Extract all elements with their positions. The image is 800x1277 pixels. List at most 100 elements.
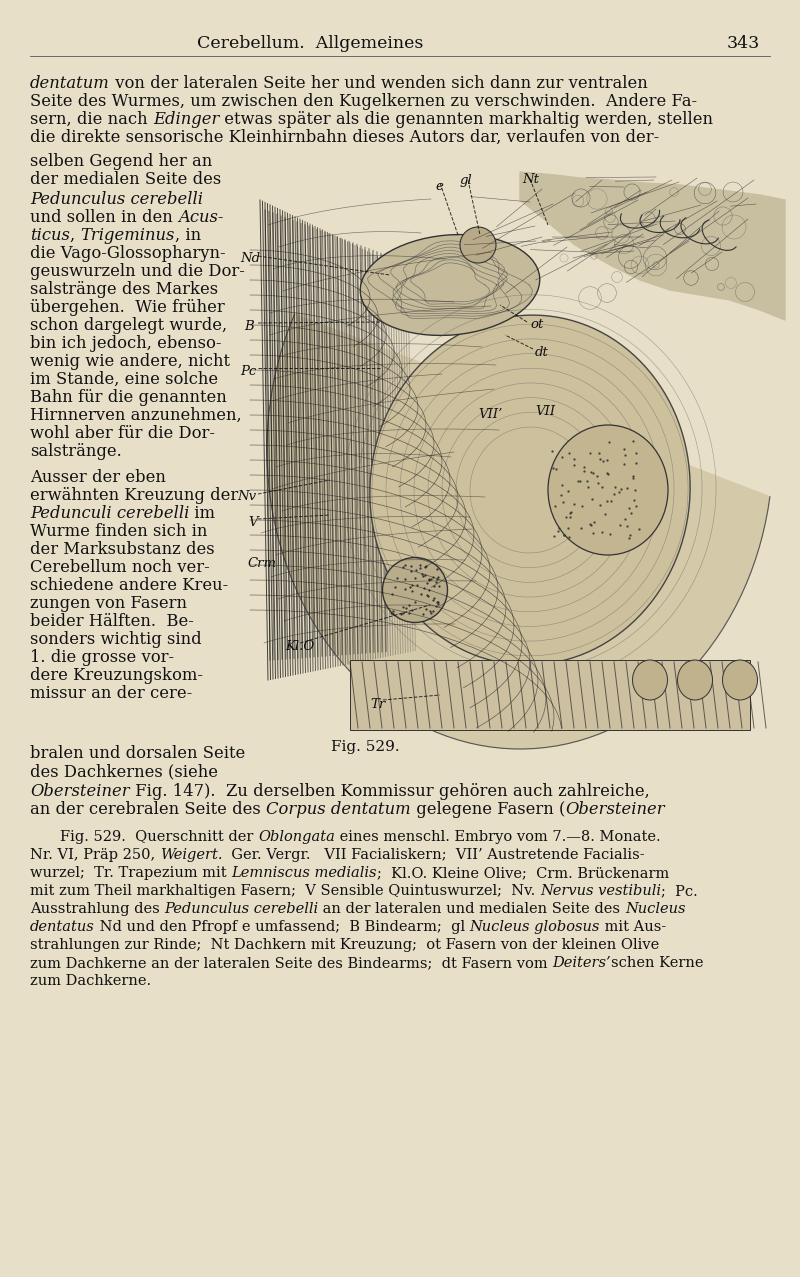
Ellipse shape [722,660,758,700]
Text: Cerebellum noch ver-: Cerebellum noch ver- [30,559,210,576]
Text: e: e [435,180,443,193]
Text: die direkte sensorische Kleinhirnbahn dieses Autors dar, verlaufen von der-: die direkte sensorische Kleinhirnbahn di… [30,129,659,146]
Text: eines menschl. Embryo vom 7.—8. Monate.: eines menschl. Embryo vom 7.—8. Monate. [335,830,661,844]
Text: schon dargelegt wurde,: schon dargelegt wurde, [30,317,227,335]
Text: beider Hälften.  Be-: beider Hälften. Be- [30,613,194,630]
Text: selben Gegend her an: selben Gegend her an [30,153,212,170]
Ellipse shape [633,660,667,700]
Ellipse shape [548,425,668,555]
Text: schiedene andere Kreu-: schiedene andere Kreu- [30,577,228,594]
Text: Deiters’: Deiters’ [552,956,611,971]
Text: Fig. 529.  Querschnitt der: Fig. 529. Querschnitt der [60,830,258,844]
Text: dere Kreuzungskom-: dere Kreuzungskom- [30,667,203,684]
Text: Seite des Wurmes, um zwischen den Kugelkernen zu verschwinden.  Andere Fa-: Seite des Wurmes, um zwischen den Kugelk… [30,93,697,110]
Text: wurzel;  Tr. Trapezium mit: wurzel; Tr. Trapezium mit [30,866,231,880]
Text: Ger. Vergr.   VII Facialiskern;  VII’ Austretende Facialis-: Ger. Vergr. VII Facialiskern; VII’ Austr… [222,848,645,862]
Text: Oblongata: Oblongata [258,830,335,844]
Text: missur an der cere-: missur an der cere- [30,684,192,702]
Text: die Vago-Glossopharyn-: die Vago-Glossopharyn- [30,245,226,262]
Text: Wurme finden sich in: Wurme finden sich in [30,524,207,540]
Text: B: B [244,321,254,333]
Text: Nervus vestibuli: Nervus vestibuli [540,884,661,898]
Text: Kl.O: Kl.O [285,640,314,653]
Text: sern, die nach: sern, die nach [30,111,153,128]
Text: Nv: Nv [237,490,256,503]
Text: zum Dachkerne an der lateralen Seite des Bindearms;  dt Fasern vom: zum Dachkerne an der lateralen Seite des… [30,956,552,971]
Text: , in: , in [174,227,201,244]
Text: Fig. 147).  Zu derselben Kommissur gehören auch zahlreiche,: Fig. 147). Zu derselben Kommissur gehöre… [130,783,650,799]
Text: mit zum Theil markhaltigen Fasern;  V Sensible Quintuswurzel;  Nv.: mit zum Theil markhaltigen Fasern; V Sen… [30,884,540,898]
Text: wenig wie andere, nicht: wenig wie andere, nicht [30,352,230,370]
Text: Fig. 529.: Fig. 529. [330,739,399,753]
Text: 1. die grosse vor-: 1. die grosse vor- [30,649,174,667]
Text: dentatum: dentatum [30,75,110,92]
Text: 343: 343 [726,34,760,52]
Text: dt: dt [535,346,549,359]
Text: Pc: Pc [240,365,256,378]
Ellipse shape [678,660,713,700]
Text: Acus-: Acus- [178,209,223,226]
Polygon shape [267,314,770,750]
Text: Lemniscus medialis: Lemniscus medialis [231,866,377,880]
Text: etwas später als die genannten markhaltig werden, stellen: etwas später als die genannten markhalti… [219,111,714,128]
Text: Ausser der eben: Ausser der eben [30,469,166,487]
Text: und sollen in den: und sollen in den [30,209,178,226]
Text: der medialen Seite des: der medialen Seite des [30,171,222,188]
Text: dentatus: dentatus [30,919,94,933]
Text: Cerebellum.  Allgemeines: Cerebellum. Allgemeines [197,34,423,52]
Ellipse shape [360,235,540,336]
Ellipse shape [370,315,690,665]
Text: sonders wichtig sind: sonders wichtig sind [30,631,202,647]
Text: salstränge.: salstränge. [30,443,122,460]
Text: salstränge des Markes: salstränge des Markes [30,281,218,298]
Text: ticus: ticus [30,227,70,244]
Text: Pedunculi cerebelli: Pedunculi cerebelli [30,504,190,522]
Text: Nt: Nt [522,172,539,186]
Text: Corpus dentatum: Corpus dentatum [266,801,410,819]
Ellipse shape [382,558,447,622]
Text: Crm: Crm [247,557,276,570]
Text: strahlungen zur Rinde;  Nt Dachkern mit Kreuzung;  ot Fasern von der kleinen Oli: strahlungen zur Rinde; Nt Dachkern mit K… [30,939,659,951]
Text: Nucleus: Nucleus [625,902,686,916]
Text: gelegene Fasern (: gelegene Fasern ( [410,801,565,819]
Text: im: im [190,504,215,522]
Text: geuswurzeln und die Dor-: geuswurzeln und die Dor- [30,263,245,280]
Text: an der cerebralen Seite des: an der cerebralen Seite des [30,801,266,819]
Text: Tr: Tr [370,699,386,711]
Text: übergehen.  Wie früher: übergehen. Wie früher [30,299,225,315]
Text: ,: , [70,227,80,244]
Text: an der lateralen und medialen Seite des: an der lateralen und medialen Seite des [318,902,625,916]
Text: Pedunculus cerebelli: Pedunculus cerebelli [164,902,318,916]
Text: des Dachkernes (siehe: des Dachkernes (siehe [30,762,218,780]
Text: Nd und den Pfropf e umfassend;  B Bindearm;  gl: Nd und den Pfropf e umfassend; B Bindear… [94,919,470,933]
Text: Nd: Nd [240,252,260,266]
Text: Edinger: Edinger [153,111,219,128]
Text: Obersteiner: Obersteiner [565,801,665,819]
Text: ;  Kl.O. Kleine Olive;  Crm. Brückenarm: ; Kl.O. Kleine Olive; Crm. Brückenarm [377,866,669,880]
Circle shape [460,227,496,263]
Bar [350,660,750,730]
Text: bin ich jedoch, ebensо-: bin ich jedoch, ebensо- [30,335,222,352]
Text: mit Aus-: mit Aus- [600,919,666,933]
Text: V: V [248,516,258,529]
Text: zum Dachkerne.: zum Dachkerne. [30,974,151,988]
Text: im Stande, eine solche: im Stande, eine solche [30,372,218,388]
Text: Nucleus globosus: Nucleus globosus [470,919,600,933]
Text: Weigert.: Weigert. [160,848,222,862]
Text: Obersteiner: Obersteiner [30,783,130,799]
Text: VII’: VII’ [478,407,502,421]
Text: der Marksubstanz des: der Marksubstanz des [30,541,214,558]
Text: Pedunculus cerebelli: Pedunculus cerebelli [30,192,203,208]
Text: bralen und dorsalen Seite: bralen und dorsalen Seite [30,744,246,762]
Text: VII: VII [535,405,555,418]
Text: Bahn für die genannten: Bahn für die genannten [30,389,226,406]
Polygon shape [520,172,785,321]
Text: Hirnnerven anzunehmen,: Hirnnerven anzunehmen, [30,407,242,424]
Text: gl: gl [460,174,473,186]
Text: Nr. VI, Präp 250,: Nr. VI, Präp 250, [30,848,160,862]
Text: Trigeminus: Trigeminus [80,227,174,244]
Text: wohl aber für die Dor-: wohl aber für die Dor- [30,425,215,442]
Text: ;  Pc.: ; Pc. [661,884,698,898]
Text: zungen von Fasern: zungen von Fasern [30,595,187,612]
Text: ot: ot [530,318,543,331]
